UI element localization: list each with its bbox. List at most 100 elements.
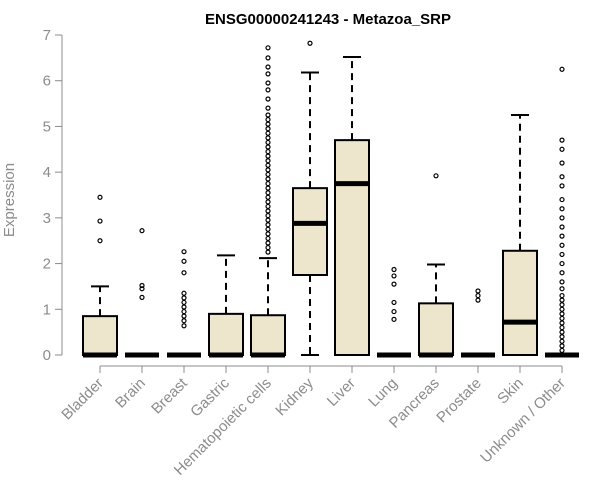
outlier-point (559, 338, 565, 344)
box-group (167, 249, 201, 358)
outlier-point (559, 343, 565, 349)
outlier-point (265, 167, 271, 173)
y-axis-label: Expression (1, 163, 18, 237)
outlier-point (265, 130, 271, 136)
outlier-point (265, 222, 271, 228)
y-tick-label: 1 (43, 301, 51, 318)
outlier-point (265, 249, 271, 255)
outlier-point (559, 306, 565, 312)
outlier-point (559, 286, 565, 292)
outlier-point (265, 148, 271, 155)
outlier-point (265, 153, 271, 159)
outlier-point (559, 311, 565, 317)
outlier-point (265, 203, 271, 210)
outlier-point (265, 71, 271, 77)
outlier-point (391, 266, 397, 273)
box-group (418, 173, 454, 358)
x-tick-label: Prostate (433, 375, 485, 427)
box-group (502, 114, 538, 356)
outlier-point (391, 316, 397, 322)
outlier-point (181, 313, 187, 319)
outlier-point (559, 206, 565, 212)
outlier-point (181, 304, 187, 310)
x-tick-label: Skin (494, 375, 527, 408)
outlier-point (559, 334, 565, 340)
outlier-point (559, 196, 565, 203)
box-group (292, 40, 328, 356)
outlier-point (265, 64, 271, 70)
box-iqr (418, 302, 454, 357)
outlier-point (181, 308, 187, 315)
box-group (377, 266, 411, 358)
outlier-point (559, 324, 565, 331)
outlier-point (559, 233, 565, 239)
outlier-point (265, 139, 271, 146)
outlier-point (559, 174, 565, 180)
outlier-point (139, 286, 145, 292)
y-tick-label: 0 (43, 347, 51, 364)
outlier-point (265, 87, 271, 93)
y-tick-label: 7 (43, 27, 51, 44)
x-tick-label: Lung (365, 375, 401, 411)
outlier-point (265, 199, 271, 205)
outlier-point (559, 224, 565, 230)
outlier-point (559, 137, 565, 143)
box-group (461, 288, 495, 358)
chart-title: ENSG00000241243 - Metazoa_SRP (205, 11, 451, 28)
outlier-point (265, 112, 271, 118)
outlier-point (181, 323, 187, 329)
outlier-point (181, 290, 187, 296)
outlier-point (265, 194, 271, 200)
outlier-point (265, 105, 271, 111)
outlier-point (265, 162, 271, 168)
outlier-point (265, 235, 271, 242)
box-group (250, 45, 286, 358)
box-group (82, 194, 118, 358)
outlier-point (265, 217, 271, 223)
outlier-point (559, 292, 565, 299)
outlier-point (475, 297, 481, 303)
outlier-point (265, 121, 271, 127)
outlier-point (265, 55, 271, 61)
outlier-point (559, 260, 565, 267)
outlier-point (265, 116, 271, 123)
outlier-point (265, 212, 271, 219)
outlier-point (97, 238, 103, 244)
outlier-point (265, 240, 271, 246)
outlier-point (559, 160, 565, 166)
outlier-point (559, 251, 565, 258)
outlier-point (265, 171, 271, 178)
outlier-point (559, 242, 565, 248)
outlier-point (181, 318, 187, 324)
outlier-point (181, 299, 187, 306)
outlier-point (265, 126, 271, 132)
y-tick-label: 6 (43, 73, 51, 90)
outlier-point (265, 45, 271, 51)
x-tick-label: Liver (324, 375, 359, 410)
outlier-point (97, 194, 103, 200)
outlier-point (559, 297, 565, 303)
box-iqr (292, 187, 328, 276)
outlier-point (559, 302, 565, 308)
outlier-point (181, 249, 187, 255)
outlier-point (475, 292, 481, 299)
outlier-point (181, 270, 187, 276)
outlier-point (265, 190, 271, 196)
outlier-point (307, 40, 313, 46)
box-group (208, 254, 244, 358)
box-group (334, 55, 370, 356)
outlier-point (391, 308, 397, 315)
box-group (545, 66, 579, 358)
outlier-point (97, 218, 103, 224)
outlier-point (181, 258, 187, 264)
outlier-point (475, 288, 481, 294)
outlier-point (265, 231, 271, 237)
box-iqr (208, 312, 244, 357)
outlier-point (265, 185, 271, 191)
box-series (82, 40, 579, 358)
outlier-point (139, 294, 145, 300)
x-tick-label: Breast (148, 374, 191, 417)
outlier-point (559, 315, 565, 322)
outlier-point (265, 135, 271, 141)
outlier-point (265, 144, 271, 150)
